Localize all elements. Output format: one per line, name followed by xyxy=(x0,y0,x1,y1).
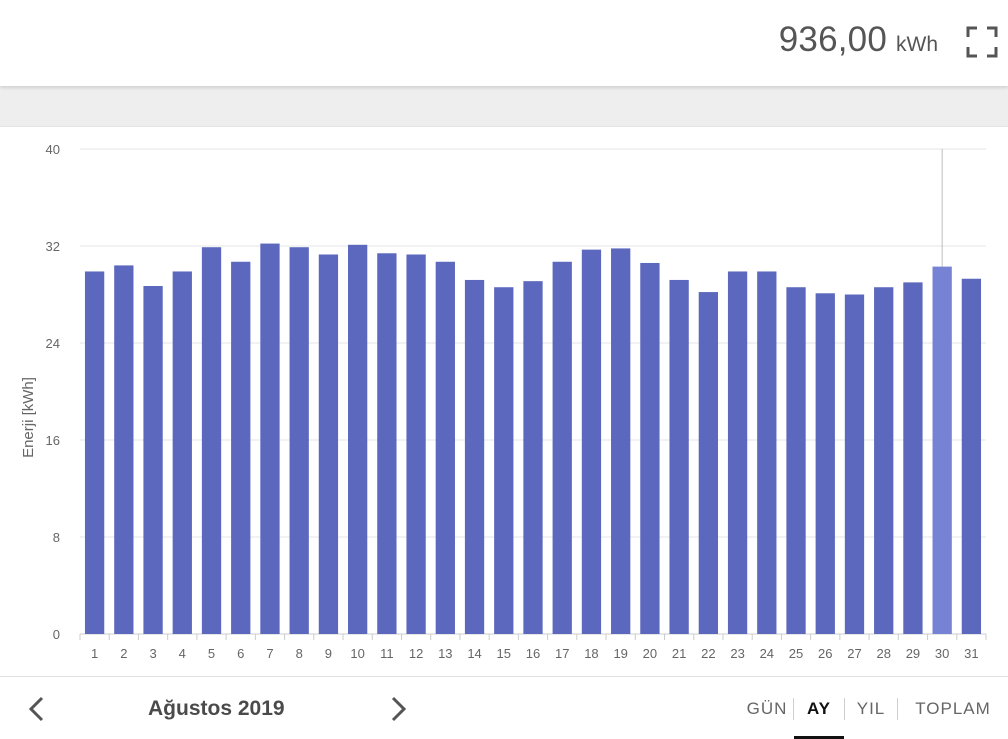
period-label: Ağustos 2019 xyxy=(148,697,285,720)
x-tick-label: 1 xyxy=(91,646,98,661)
bar-day-29 xyxy=(903,282,923,634)
bar-day-27 xyxy=(844,294,865,634)
x-tick-label: 23 xyxy=(730,646,744,661)
x-tick-label: 12 xyxy=(409,646,423,661)
total-energy-unit: kWh xyxy=(896,33,938,56)
bar-day-7 xyxy=(260,243,280,634)
total-energy: 936,00 kWh xyxy=(779,20,938,60)
tab-gun[interactable]: GÜN xyxy=(746,698,788,718)
bar-day-14 xyxy=(464,279,485,634)
top-bar: 936,00 kWh xyxy=(0,0,1008,86)
x-tick-label: 30 xyxy=(935,646,949,661)
x-tick-label: 18 xyxy=(584,646,598,661)
bar-day-2 xyxy=(114,265,134,634)
x-tick-label: 11 xyxy=(380,646,394,661)
bar-day-16 xyxy=(523,281,543,634)
separator-band xyxy=(0,86,1008,126)
total-energy-value: 936,00 xyxy=(778,20,887,59)
x-tick-label: 31 xyxy=(964,646,978,661)
x-tick-label: 19 xyxy=(613,646,627,661)
period-tabs: GÜN AY YIL TOPLAM xyxy=(741,677,1008,739)
x-tick-label: 13 xyxy=(438,646,452,661)
bar-day-11 xyxy=(377,253,397,634)
x-tick-label: 16 xyxy=(526,646,540,661)
x-tick-label: 10 xyxy=(350,646,364,661)
period-navigation: Ağustos 2019 GÜN AY YIL TOPLAM xyxy=(0,676,1008,739)
bar-day-28 xyxy=(874,287,894,634)
x-tick-label: 28 xyxy=(876,646,890,661)
x-tick-label: 5 xyxy=(208,646,215,661)
bar-day-20 xyxy=(640,262,660,634)
y-axis-label: Enerji [kWh] xyxy=(20,377,37,458)
x-tick-label: 8 xyxy=(296,646,303,661)
bar-day-23 xyxy=(727,271,748,634)
x-tick-label: 21 xyxy=(672,646,686,661)
tab-divider xyxy=(897,697,898,720)
tab-divider xyxy=(793,697,794,720)
bar-day-17 xyxy=(552,261,572,634)
energy-chart: 0 8 16 24 32 40 Enerji [kWh] 1 2 3 4 5 6 7 8 9 10 11 12 13 1… xyxy=(0,126,1008,676)
x-tick-label: 17 xyxy=(555,646,569,661)
bar-day-5 xyxy=(201,247,222,634)
x-tick-label: 14 xyxy=(467,646,481,661)
x-tick-label: 24 xyxy=(760,646,774,661)
x-tick-label: 20 xyxy=(643,646,657,661)
y-tick-label: 32 xyxy=(46,239,60,254)
x-tick-label: 26 xyxy=(818,646,832,661)
bar-day-21 xyxy=(669,279,689,634)
tab-toplam[interactable]: TOPLAM xyxy=(915,698,991,718)
bar-day-31 xyxy=(961,278,982,634)
bar-day-30 xyxy=(932,266,952,634)
bar-day-15 xyxy=(494,287,514,634)
bar-day-13 xyxy=(435,261,455,634)
bar-day-19 xyxy=(611,248,631,635)
x-tick-label: 22 xyxy=(701,646,715,661)
bar-day-22 xyxy=(698,292,718,634)
tab-divider xyxy=(844,697,845,720)
bar-day-3 xyxy=(143,286,163,634)
bar-day-24 xyxy=(757,271,777,634)
chevron-left-icon[interactable] xyxy=(25,695,49,723)
tab-ay[interactable]: AY xyxy=(794,677,844,739)
x-tick-label: 7 xyxy=(266,646,273,661)
bar-day-6 xyxy=(231,261,251,634)
x-tick-label: 3 xyxy=(149,646,156,661)
bar-day-4 xyxy=(172,271,192,634)
bar-day-10 xyxy=(348,244,368,634)
x-tick-label: 9 xyxy=(325,646,332,661)
x-tick-label: 2 xyxy=(120,646,127,661)
y-tick-label: 8 xyxy=(53,530,60,545)
bar-day-12 xyxy=(406,254,426,635)
y-tick-label: 0 xyxy=(53,627,60,642)
tab-yil[interactable]: YIL xyxy=(856,698,886,718)
bar-day-25 xyxy=(786,287,806,634)
bar-day-18 xyxy=(581,249,602,634)
x-tick-label: 25 xyxy=(789,646,803,661)
chevron-right-icon[interactable] xyxy=(386,695,410,723)
bar-day-9 xyxy=(318,254,339,635)
bar-day-26 xyxy=(815,293,835,634)
bar-day-1 xyxy=(84,271,105,634)
y-tick-label: 16 xyxy=(46,433,60,448)
y-tick-label: 40 xyxy=(46,142,60,157)
fullscreen-icon[interactable] xyxy=(966,26,998,58)
x-tick-label: 29 xyxy=(906,646,920,661)
y-tick-label: 24 xyxy=(46,336,60,351)
x-tick-label: 6 xyxy=(237,646,244,661)
x-tick-label: 15 xyxy=(497,646,511,661)
bar-day-8 xyxy=(289,247,309,634)
x-tick-label: 27 xyxy=(847,646,861,661)
x-tick-label: 4 xyxy=(179,646,186,661)
